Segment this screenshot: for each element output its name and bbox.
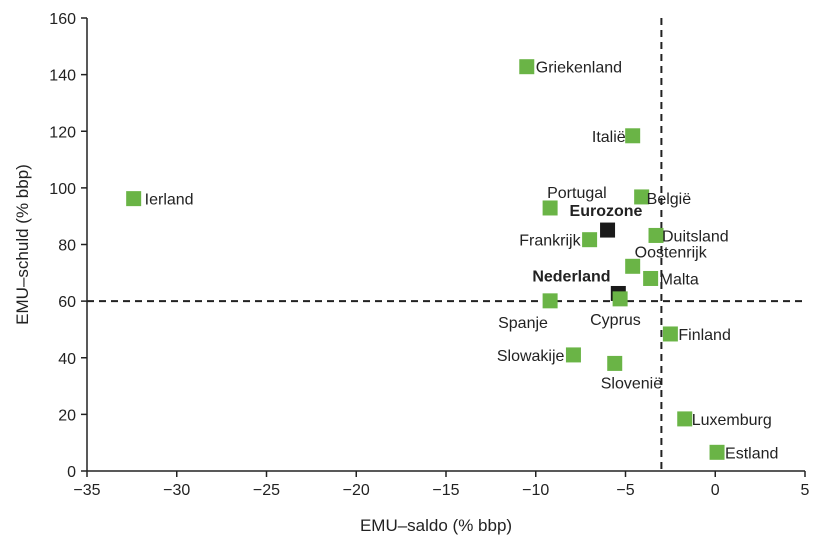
point-marker-eurozone [600, 222, 616, 238]
point-label-frankrijk: Frankrijk [519, 233, 581, 250]
point-marker-portugal [542, 200, 558, 216]
axes: −35 −30 −25 −20 −15 −10 −5 0 5 0 20 40 60 80 100 120 140… [49, 11, 809, 499]
point-marker-finland [662, 326, 678, 342]
y-tick-label: 80 [58, 238, 76, 255]
point-label-slovenie: Slovenië [601, 375, 662, 392]
x-tick-label: −15 [432, 482, 459, 499]
point-label-nederland: Nederland [532, 268, 610, 285]
point-label-luxemburg: Luxemburg [692, 412, 772, 429]
y-tick-label: 20 [58, 407, 76, 424]
point-marker-ierland [126, 191, 142, 207]
y-tick-label: 100 [49, 181, 76, 198]
point-marker-cyprus [612, 291, 628, 307]
point-label-ierland: Ierland [145, 192, 194, 209]
point-marker-oostenrijk [625, 258, 641, 274]
point-label-slowakije: Slowakije [497, 348, 565, 365]
point-label-estland: Estland [725, 445, 778, 462]
point-marker-luxemburg [677, 411, 693, 427]
y-tick-label: 40 [58, 351, 76, 368]
x-tick-label: 0 [711, 482, 720, 499]
point-label-cyprus: Cyprus [590, 312, 641, 329]
point-marker-malta [643, 270, 659, 286]
point-marker-spanje [542, 293, 558, 309]
point-marker-duitsland [648, 227, 664, 243]
x-tick-label: −10 [522, 482, 549, 499]
point-marker-slovenie [607, 355, 623, 371]
x-tick-label: 5 [801, 482, 810, 499]
point-label-finland: Finland [678, 327, 730, 344]
y-tick-label: 120 [49, 124, 76, 141]
x-axis-title: EMU–saldo (% bbp) [360, 516, 512, 535]
y-axis-title: EMU–schuld (% bbp) [13, 164, 32, 325]
point-marker-frankrijk [582, 232, 598, 248]
point-label-eurozone: Eurozone [570, 203, 643, 220]
point-label-malta: Malta [660, 271, 699, 288]
y-tick-label: 60 [58, 294, 76, 311]
point-label-belgie: België [647, 191, 692, 208]
point-label-griekenland: Griekenland [536, 60, 622, 77]
x-tick-label: −5 [616, 482, 634, 499]
point-label-oostenrijk: Oostenrijk [635, 244, 708, 261]
point-marker-italie [625, 128, 641, 144]
data-points [126, 59, 725, 460]
y-tick-label: 140 [49, 68, 76, 85]
point-label-duitsland: Duitsland [662, 228, 729, 245]
x-tick-label: −25 [253, 482, 280, 499]
x-tick-label: −35 [73, 482, 100, 499]
x-tick-label: −30 [163, 482, 190, 499]
y-tick-label: 0 [67, 464, 76, 481]
point-marker-belgie [634, 189, 650, 205]
point-marker-griekenland [519, 59, 535, 75]
point-label-spanje: Spanje [498, 315, 548, 332]
reference-lines [87, 18, 805, 471]
x-tick-label: −20 [343, 482, 370, 499]
y-tick-label: 160 [49, 11, 76, 28]
point-label-portugal: Portugal [547, 185, 607, 202]
point-marker-estland [709, 444, 725, 460]
point-label-italie: Italië [592, 129, 626, 146]
point-labels: Ierland Griekenland Italië Portugal BelgiëEu… [145, 60, 779, 463]
point-marker-slowakije [565, 347, 581, 363]
